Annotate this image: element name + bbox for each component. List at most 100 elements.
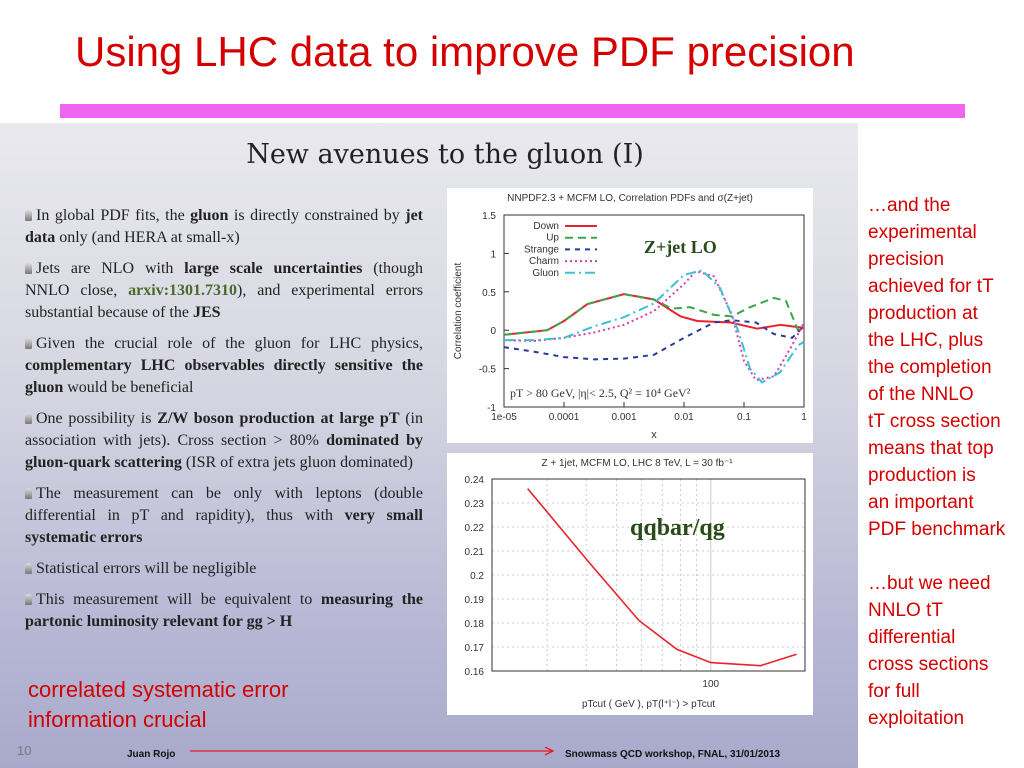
commentary-line: …but we need: [868, 573, 991, 594]
y-tick-label: 0.19: [465, 595, 485, 606]
commentary-line: the LHC, plus: [868, 330, 984, 351]
commentary-line: an important: [868, 492, 974, 513]
y-tick-label: 0.16: [465, 667, 485, 678]
x-tick-label: 1e-05: [491, 412, 517, 423]
bullet-text: JES: [192, 304, 221, 321]
bullet-text: Jets are NLO with: [36, 260, 185, 277]
chart-title: Z + 1jet, MCFM LO, LHC 8 TeV, L = 30 fb⁻…: [541, 458, 733, 469]
commentary-line: experimental: [868, 222, 977, 243]
bullet-pin-icon: [25, 338, 32, 349]
commentary-line: NNLO tT: [868, 600, 943, 621]
embedded-slide-title: New avenues to the gluon (I): [246, 139, 644, 170]
y-tick-label: 0.24: [465, 475, 485, 486]
commentary-line: …and the: [868, 195, 951, 216]
commentary-line: the completion: [868, 357, 992, 378]
y-tick-label: 0: [490, 326, 496, 337]
bullet-text: measuring the partonic luminosity releva…: [25, 591, 424, 630]
legend-label: Strange: [524, 244, 559, 255]
slide-title: Using LHC data to improve PDF precision: [75, 28, 855, 75]
bullet-item: This measurement will be equivalent to m…: [25, 589, 423, 633]
commentary-line: means that top: [868, 438, 994, 459]
ratio-chart: Z + 1jet, MCFM LO, LHC 8 TeV, L = 30 fb⁻…: [447, 453, 813, 715]
x-tick-label: 100: [702, 679, 719, 690]
footer-arrow-icon: [190, 747, 555, 756]
bullet-item: The measurement can be only with leptons…: [25, 483, 423, 549]
chart-annotation: Z+jet LO: [644, 237, 717, 257]
bullet-text: ), and experimental errors substantial b…: [25, 282, 424, 321]
bullet-item: Given the crucial role of the gluon for …: [25, 333, 423, 399]
arxiv-link[interactable]: arxiv:1301.7310: [128, 282, 238, 299]
commentary-line: tT cross section: [868, 411, 1001, 432]
chart-annotation: qqbar/qg: [630, 515, 725, 541]
bullet-pin-icon: [25, 488, 32, 499]
y-tick-label: 0.5: [482, 288, 496, 299]
bullet-item: Jets are NLO with large scale uncertaint…: [25, 258, 423, 324]
y-tick-label: 1.5: [482, 211, 496, 222]
commentary-line: production at: [868, 303, 978, 324]
x-tick-label: 0.001: [611, 412, 636, 423]
commentary-line: exploitation: [868, 708, 965, 729]
bullet-text: In global PDF fits, the: [36, 207, 191, 224]
cuts-annotation: pT > 80 GeV, |η|< 2.5, Q² = 10⁴ GeV²: [510, 386, 691, 400]
bullet-text: would be beneficial: [63, 379, 194, 396]
y-tick-label: 0.18: [465, 619, 485, 630]
bullet-pin-icon: [25, 563, 32, 574]
plot-frame: [503, 214, 805, 408]
bullet-text: gluon: [190, 207, 229, 224]
commentary-line: cross sections: [868, 654, 989, 675]
y-tick-label: 0.2: [470, 571, 484, 582]
bullet-text: only (and HERA at small-x): [55, 229, 240, 246]
bullet-text: large scale uncertainties: [184, 260, 363, 277]
y-tick-label: -0.5: [479, 365, 497, 376]
plot-frame: [491, 478, 806, 672]
bullet-pin-icon: [25, 594, 32, 605]
x-tick-label: 0.1: [737, 412, 751, 423]
bullet-text: This measurement will be equivalent to: [36, 591, 321, 608]
y-tick-label: 0.17: [465, 643, 485, 654]
bullet-item: Statistical errors will be negligible: [25, 558, 423, 580]
commentary-text: …and the experimental precision achieved fo…: [868, 192, 1005, 732]
note-line: correlated systematic error: [28, 677, 289, 702]
bullet-text: Z/W boson production at large pT: [157, 410, 400, 427]
series-line-qqbar-qg: [527, 488, 797, 667]
x-axis-label: x: [651, 429, 657, 441]
bullet-text: Statistical errors will be negligible: [36, 560, 257, 577]
bullet-text: Given the crucial role of the gluon for …: [36, 335, 423, 352]
conference: Snowmass QCD workshop, FNAL, 31/01/2013: [565, 749, 781, 760]
y-tick-label: -1: [487, 403, 496, 414]
commentary-line: PDF benchmark: [868, 519, 1006, 540]
y-axis-label: Correlation coefficient: [453, 263, 464, 360]
y-tick-label: 0.22: [465, 523, 485, 534]
y-tick-label: 1: [490, 249, 496, 260]
commentary-line: for full: [868, 681, 920, 702]
correlation-chart: NNPDF2.3 + MCFM LO, Correlation PDFs and…: [447, 188, 813, 443]
bullet-text: (though NNLO close,: [25, 260, 423, 299]
bullet-item: In global PDF fits, the gluon is directl…: [25, 205, 423, 249]
legend-label: Gluon: [532, 268, 559, 279]
title-divider: [60, 104, 965, 118]
x-tick-label: 1: [801, 412, 807, 423]
x-axis-label: pTcut ( GeV ), pT(l⁺l⁻) > pTcut: [582, 699, 715, 710]
legend-label: Charm: [529, 256, 559, 267]
chart-title: NNPDF2.3 + MCFM LO, Correlation PDFs and…: [507, 193, 753, 204]
x-tick-label: 0.01: [674, 412, 694, 423]
series-line-gluon: [504, 269, 805, 384]
bullet-text: (ISR of extra jets gluon dominated): [181, 454, 413, 471]
x-tick-label: 0.0001: [549, 412, 580, 423]
series-line-charm: [503, 269, 805, 382]
bullet-list: In global PDF fits, the gluon is directl…: [25, 205, 423, 642]
bullet-text: One possibility is: [36, 410, 158, 427]
bullet-item: One possibility is Z/W boson production …: [25, 408, 423, 474]
page-number: 10: [17, 743, 32, 758]
bullet-text: (in association with jets). Cross sectio…: [25, 410, 423, 449]
bullet-pin-icon: [25, 210, 32, 221]
commentary-line: precision: [868, 249, 945, 270]
legend-label: Up: [546, 233, 559, 244]
bullet-pin-icon: [25, 263, 32, 274]
bullet-text: very small systematic errors: [25, 507, 423, 546]
bullet-text: is directly constrained by: [228, 207, 406, 224]
y-tick-label: 0.21: [465, 547, 485, 558]
commentary-line: production is: [868, 465, 976, 486]
commentary-line: of the NNLO: [868, 384, 974, 405]
series-line-strange: [503, 319, 805, 361]
